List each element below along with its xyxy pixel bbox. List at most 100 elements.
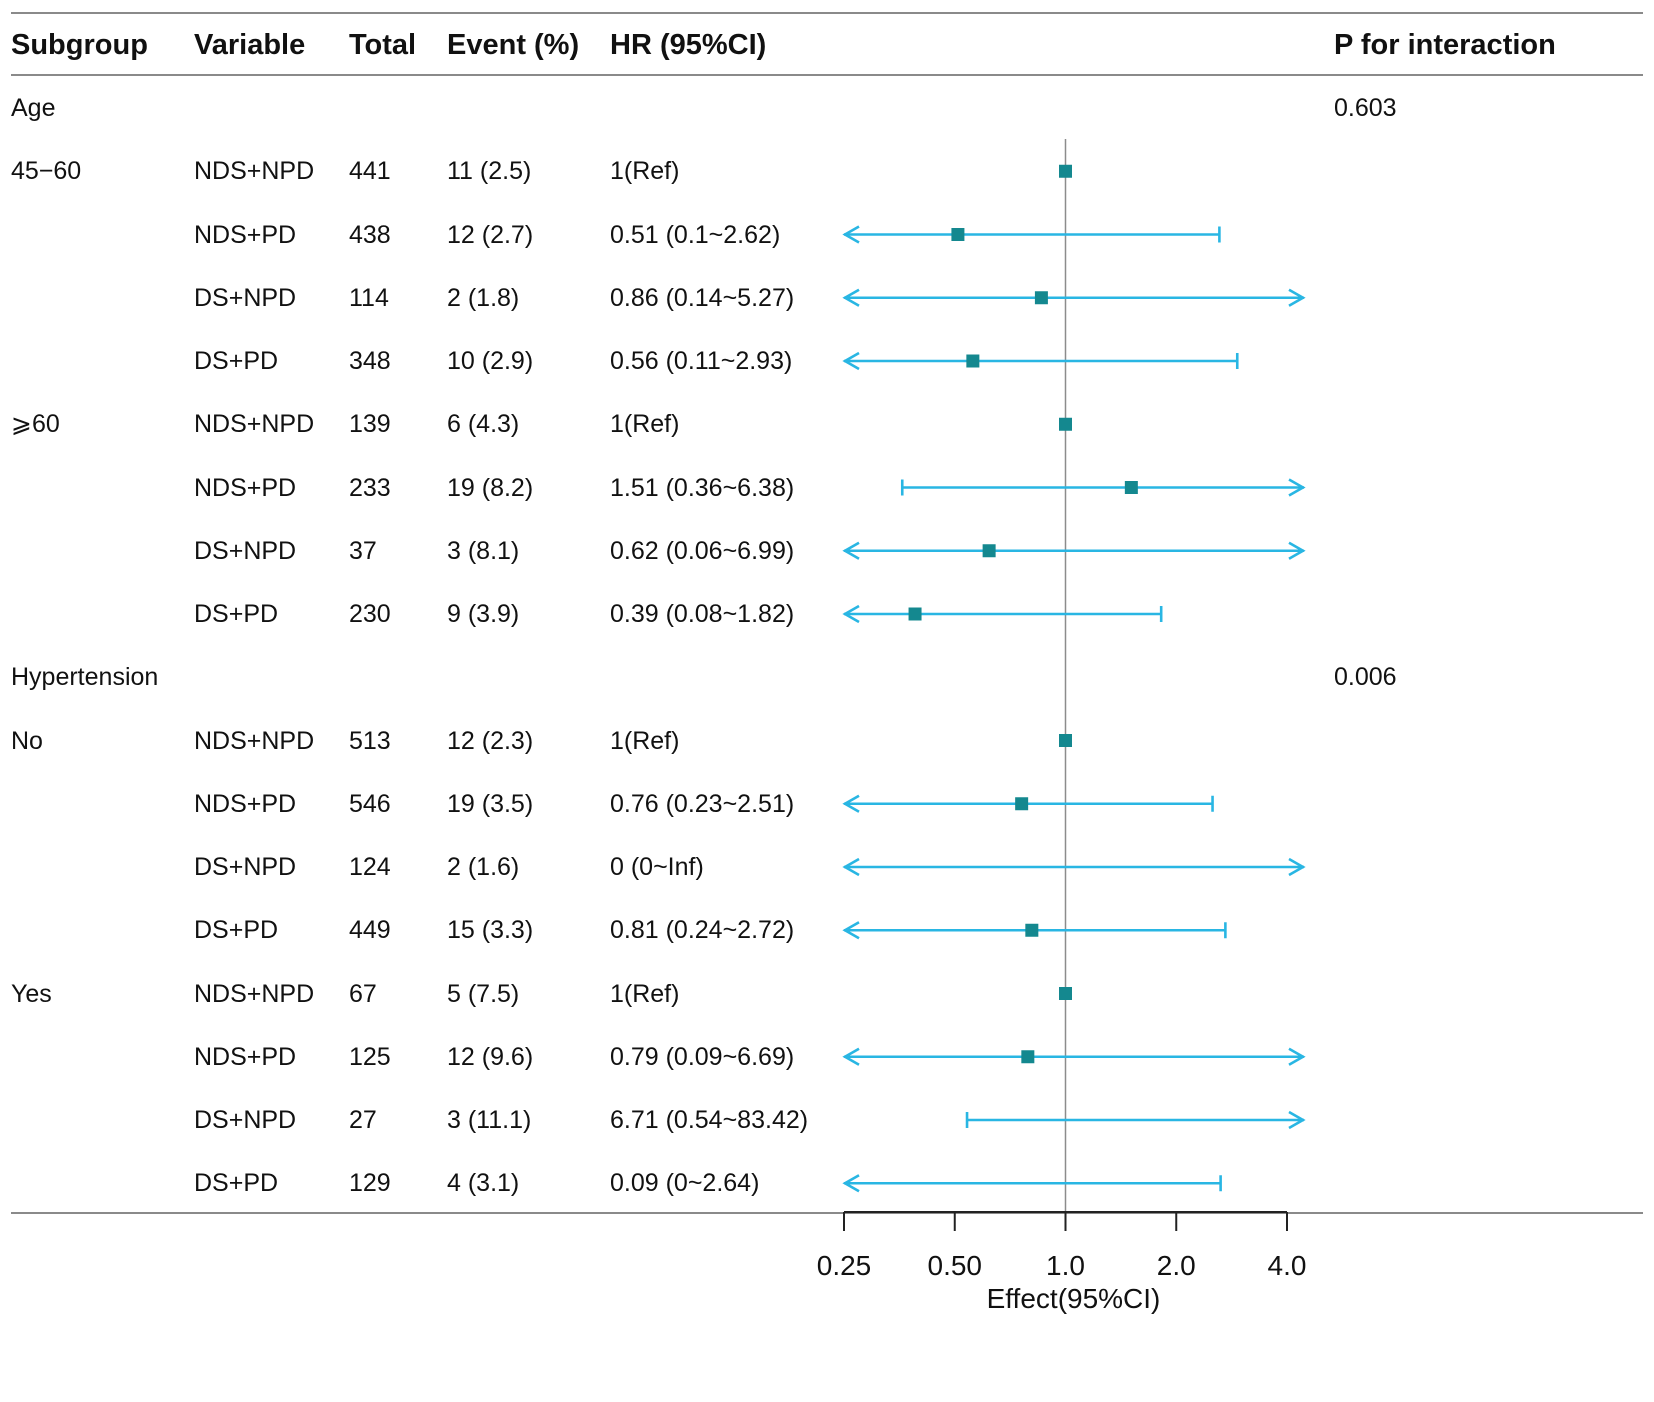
- event-value: 12 (2.7): [447, 220, 534, 249]
- variable-label: DS+PD: [194, 600, 279, 628]
- variable-label: NDS+PD: [194, 220, 297, 249]
- event-value: 12 (2.3): [447, 726, 534, 755]
- x-tick-label: 1.0: [1046, 1250, 1085, 1281]
- event-value: 15 (3.3): [447, 916, 534, 945]
- variable-label: DS+PD: [194, 916, 279, 945]
- hr-text: 0 (0~Inf): [610, 853, 704, 881]
- ci-arrow-left: [842, 794, 860, 813]
- subgroup-label: Yes: [11, 979, 52, 1008]
- hr-text: 0.62 (0.06~6.99): [610, 536, 795, 565]
- x-tick-label: 2.0: [1157, 1250, 1196, 1281]
- variable-label: DS+PD: [194, 1169, 279, 1198]
- ci-arrow-right: [1288, 541, 1306, 560]
- p-interaction-value: 0.603: [1334, 94, 1397, 122]
- hr-text: 0.76 (0.23~2.51): [610, 789, 795, 818]
- x-tick-label: 0.25: [817, 1250, 872, 1281]
- hr-text: 1(Ref): [610, 979, 680, 1008]
- event-value: 12 (9.6): [447, 1042, 534, 1071]
- event-value: 3 (11.1): [447, 1106, 532, 1134]
- group-label: Age: [11, 94, 56, 122]
- point-estimate: [1021, 1050, 1035, 1064]
- point-estimate: [1059, 417, 1072, 431]
- hr-text: 0.79 (0.09~6.69): [610, 1042, 795, 1071]
- p-interaction-value: 0.006: [1334, 663, 1397, 692]
- hr-text: 0.86 (0.14~5.27): [610, 283, 795, 312]
- point-estimate: [1059, 987, 1072, 1000]
- event-value: 6 (4.3): [447, 410, 520, 439]
- top-rule: [11, 12, 1643, 14]
- variable-label: DS+NPD: [194, 853, 297, 881]
- ci-arrow-left: [842, 1047, 860, 1066]
- hr-text: 0.56 (0.11~2.93): [610, 347, 793, 375]
- ci-arrow-left: [842, 921, 860, 940]
- hr-text: 1(Ref): [610, 410, 680, 439]
- hr-text: 0.51 (0.1~2.62): [610, 220, 781, 249]
- variable-label: DS+NPD: [194, 1106, 297, 1134]
- event-value: 11 (2.5): [447, 157, 532, 186]
- ci-arrow-right: [1288, 1110, 1306, 1130]
- header-subgroup: Subgroup: [11, 29, 148, 61]
- point-estimate: [1059, 734, 1072, 747]
- x-axis-label: Effect(95%CI): [987, 1283, 1161, 1314]
- ci-arrow-left: [842, 541, 860, 560]
- hr-text: 0.09 (0~2.64): [610, 1169, 760, 1198]
- group-label: Hypertension: [11, 663, 159, 692]
- header-event: Event (%): [447, 29, 580, 61]
- point-estimate: [1124, 481, 1138, 494]
- variable-label: DS+PD: [194, 347, 279, 375]
- header-variable: Variable: [194, 29, 306, 61]
- hr-text: 1.51 (0.36~6.38): [610, 473, 795, 502]
- total-value: 27: [349, 1106, 377, 1134]
- event-value: 4 (3.1): [447, 1169, 520, 1198]
- event-value: 5 (7.5): [447, 979, 520, 1008]
- total-value: 114: [349, 283, 389, 312]
- variable-label: DS+NPD: [194, 536, 297, 565]
- hr-text: 0.81 (0.24~2.72): [610, 916, 795, 945]
- ci-arrow-left: [842, 288, 860, 307]
- ci-arrow-left: [842, 604, 860, 624]
- hr-text: 1(Ref): [610, 157, 680, 186]
- total-value: 233: [349, 473, 391, 502]
- total-value: 230: [349, 600, 391, 628]
- point-estimate: [966, 354, 980, 368]
- total-value: 546: [349, 789, 391, 818]
- point-estimate: [1015, 797, 1029, 811]
- total-value: 438: [349, 220, 391, 249]
- ci-arrow-right: [1288, 1047, 1306, 1066]
- variable-label: NDS+PD: [194, 473, 297, 502]
- point-estimate: [1034, 291, 1048, 305]
- event-value: 10 (2.9): [447, 347, 534, 375]
- hr-text: 0.39 (0.08~1.82): [610, 600, 795, 628]
- variable-label: NDS+PD: [194, 1042, 297, 1071]
- variable-label: NDS+NPD: [194, 157, 315, 186]
- variable-label: NDS+PD: [194, 789, 297, 818]
- point-estimate: [908, 607, 922, 621]
- total-value: 139: [349, 410, 391, 439]
- ci-arrow-right: [1288, 288, 1306, 307]
- total-value: 348: [349, 347, 391, 375]
- event-value: 9 (3.9): [447, 600, 520, 628]
- subgroup-label: ⩾60: [11, 410, 60, 439]
- point-estimate: [1025, 923, 1039, 937]
- header-total: Total: [349, 29, 417, 61]
- point-estimate: [982, 544, 996, 558]
- total-value: 124: [349, 853, 391, 881]
- hr-text: 6.71 (0.54~83.42): [610, 1106, 809, 1134]
- header-hr: HR (95%CI): [610, 29, 767, 61]
- total-value: 513: [349, 726, 391, 755]
- x-tick-label: 0.50: [928, 1250, 983, 1281]
- event-value: 2 (1.6): [447, 853, 520, 881]
- event-value: 3 (8.1): [447, 536, 520, 565]
- variable-label: NDS+NPD: [194, 979, 315, 1008]
- point-estimate: [1059, 164, 1072, 178]
- total-value: 37: [349, 536, 377, 565]
- event-value: 19 (8.2): [447, 473, 534, 502]
- event-value: 19 (3.5): [447, 789, 534, 818]
- total-value: 449: [349, 916, 391, 945]
- variable-label: NDS+NPD: [194, 410, 315, 439]
- ci-arrow-left: [842, 857, 860, 877]
- ci-arrow-left: [842, 351, 860, 371]
- variable-label: NDS+NPD: [194, 726, 315, 755]
